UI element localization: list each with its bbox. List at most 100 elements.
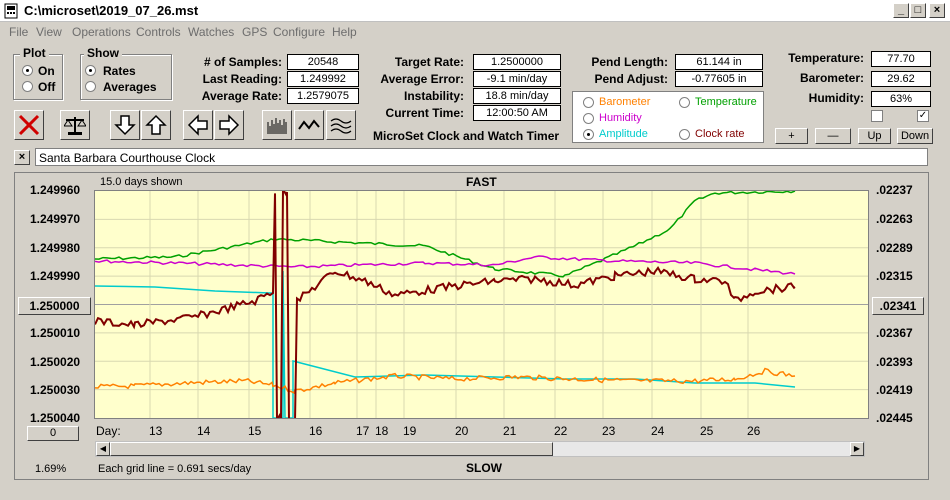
target-rate-field[interactable]: 1.2500000 — [473, 54, 561, 70]
right-tick: .02263 — [876, 212, 913, 226]
zoom-level: 1.69% — [35, 463, 67, 475]
left-center-button[interactable]: 1.250000 — [18, 297, 91, 315]
pend-length-field[interactable]: 61.144 in — [675, 54, 763, 70]
average-rate-field: 1.2579075 — [287, 88, 359, 104]
current-time-label: Current Time: — [385, 106, 464, 120]
app-name: MicroSet Clock and Watch Timer — [373, 129, 560, 143]
temperature-line — [95, 191, 796, 278]
up-button[interactable]: Up — [858, 128, 891, 144]
show-averages-radio[interactable] — [85, 81, 96, 92]
left-tick: 1.249960 — [30, 183, 81, 197]
clear-name-button[interactable]: × — [14, 150, 30, 165]
smooth-view-button[interactable] — [326, 110, 356, 140]
bars-view-button[interactable] — [262, 110, 292, 140]
shift-down-button[interactable] — [110, 110, 140, 140]
legend-humidity-radio[interactable] — [583, 113, 594, 124]
maximize-button[interactable]: □ — [910, 3, 926, 18]
menu-gps[interactable]: GPS — [242, 25, 268, 39]
scroll-left-button[interactable] — [183, 110, 213, 140]
left-tick: 1.250040 — [30, 411, 81, 425]
close-button[interactable]: × — [929, 3, 945, 18]
right-tick: .02419 — [876, 383, 913, 397]
day-axis-label: Day: — [96, 424, 121, 438]
day-label: 25 — [700, 424, 714, 438]
right-tick: .02315 — [876, 269, 913, 283]
show-averages-label: Averages — [103, 80, 157, 94]
samples-field: 20548 — [287, 54, 359, 70]
menu-operations[interactable]: Operations — [72, 25, 131, 39]
amplitude-line — [95, 270, 796, 418]
legend-amplitude-radio[interactable] — [583, 129, 594, 140]
clock-name-field[interactable]: Santa Barbara Courthouse Clock — [35, 148, 928, 166]
legend-barometer-radio[interactable] — [583, 97, 594, 108]
title-bar: C:\microset\2019_07_26.mst _ □ × — [0, 0, 950, 22]
legend-box: Barometer Temperature Humidity Amplitude… — [572, 91, 764, 143]
menu-file[interactable]: File — [9, 25, 29, 39]
scroll-right-button[interactable] — [214, 110, 244, 140]
x-icon — [18, 114, 40, 136]
right-tick: .02367 — [876, 326, 913, 340]
zero-button[interactable]: 0 — [27, 426, 79, 441]
temperature-field: 77.70 — [871, 51, 931, 67]
shift-up-button[interactable] — [141, 110, 171, 140]
scroll-thumb[interactable] — [110, 442, 553, 456]
legend-humidity-label: Humidity — [599, 112, 642, 124]
day-label: 13 — [149, 424, 163, 438]
menu-view[interactable]: View — [36, 25, 62, 39]
day-label: 23 — [602, 424, 616, 438]
arrow-right-icon — [219, 114, 240, 136]
barometer-field: 29.62 — [871, 71, 931, 87]
last-reading-field: 1.249992 — [287, 71, 359, 87]
menu-controls[interactable]: Controls — [136, 25, 181, 39]
menu-help[interactable]: Help — [332, 25, 357, 39]
legend-temperature-label: Temperature — [695, 96, 757, 108]
right-center-button[interactable]: .02341 — [872, 297, 924, 315]
wave-icon — [298, 119, 320, 130]
legend-temperature-radio[interactable] — [679, 97, 690, 108]
fast-label: FAST — [466, 175, 497, 189]
scale-icon — [64, 117, 86, 135]
day-label: 16 — [309, 424, 323, 438]
barometer-line — [95, 367, 796, 394]
plot-off-label: Off — [38, 80, 56, 94]
arrow-down-icon — [114, 115, 136, 136]
balance-button[interactable] — [60, 110, 90, 140]
down-button[interactable]: Down — [897, 128, 933, 144]
day-label: 24 — [651, 424, 665, 438]
current-time-field: 12:00:50 AM — [473, 105, 561, 121]
left-tick: 1.250020 — [30, 355, 81, 369]
legend-clock-rate-radio[interactable] — [679, 129, 690, 140]
horizontal-scrollbar[interactable]: ◀ ▶ — [95, 441, 865, 457]
target-rate-label: Target Rate: — [394, 55, 464, 69]
minimize-button[interactable]: _ — [893, 3, 909, 18]
instability-field: 18.8 min/day — [473, 88, 561, 104]
left-tick: 1.249970 — [30, 212, 81, 226]
day-label: 21 — [503, 424, 517, 438]
average-rate-label: Average Rate: — [201, 89, 282, 103]
menu-watches[interactable]: Watches — [188, 25, 235, 39]
plot-group-title: Plot — [20, 46, 49, 60]
menu-configure[interactable]: Configure — [273, 25, 326, 39]
left-tick: 1.249980 — [30, 241, 81, 255]
arrow-left-icon — [187, 114, 208, 136]
line-view-button[interactable] — [294, 110, 324, 140]
temperature-label: Temperature: — [788, 51, 864, 65]
plot-on-radio[interactable] — [22, 65, 33, 76]
pend-adjust-label: Pend Adjust: — [594, 72, 668, 86]
show-group-title: Show — [84, 46, 122, 60]
scroll-right-arrow[interactable]: ▶ — [850, 442, 864, 456]
show-rates-radio[interactable] — [85, 65, 96, 76]
plot-area — [94, 190, 869, 419]
plus-button[interactable]: + — [775, 128, 808, 144]
env-checkbox-1[interactable] — [871, 110, 883, 122]
plot-off-radio[interactable] — [22, 81, 33, 92]
stop-button[interactable] — [14, 110, 44, 140]
day-label: 18 — [375, 424, 389, 438]
day-label: 19 — [403, 424, 417, 438]
show-group: Show Rates Averages — [80, 46, 172, 100]
scroll-left-arrow[interactable]: ◀ — [96, 442, 110, 456]
right-tick: .02237 — [876, 183, 913, 197]
env-checkbox-2[interactable]: ✓ — [917, 110, 929, 122]
pend-adjust-field: -0.77605 in — [675, 71, 763, 87]
minus-button[interactable]: — — [815, 128, 851, 144]
